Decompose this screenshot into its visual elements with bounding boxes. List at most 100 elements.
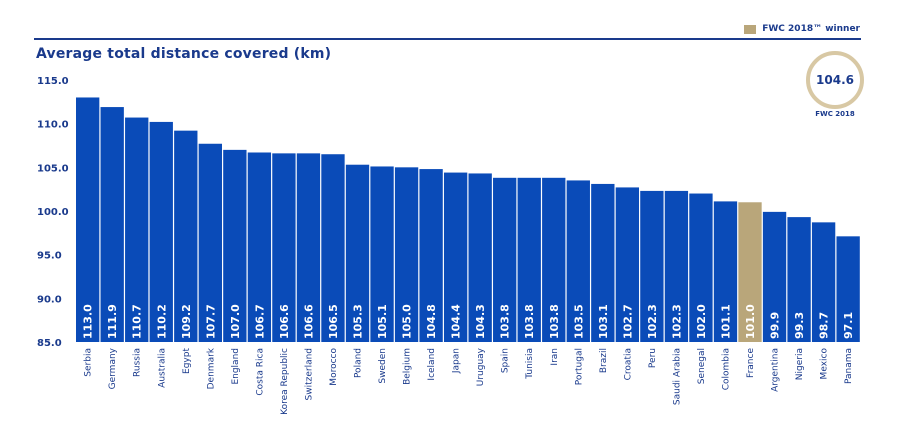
bar-nigeria [787,217,811,342]
x-tick-label: Senegal [697,348,707,384]
top-rule [34,38,861,40]
bar-panama [836,236,860,342]
x-tick-label: Peru [648,348,658,368]
legend: FWC 2018™ winner [744,24,860,34]
bar-uruguay [468,173,492,342]
bar-value-label: 110.2 [155,304,168,339]
x-tick-label: Korea Republic [280,348,290,415]
bar-value-label: 97.1 [842,312,855,339]
x-tick-label: Saudi Arabia [672,348,682,405]
bar-belgium [394,167,419,342]
x-tick-label: Tunisia [525,348,535,380]
x-tick-label: Portugal [574,348,584,385]
x-tick-label: Germany [108,347,118,389]
bar-value-label: 101.0 [744,304,757,339]
x-tick-label: Switzerland [304,348,314,401]
bar-value-label: 111.9 [106,304,119,339]
bar-colombia [713,201,738,342]
bar-morocco [321,154,345,342]
bar-value-label: 99.9 [769,312,782,339]
y-tick-label: 100.0 [37,207,69,218]
bar-value-label: 103.8 [523,304,536,339]
x-tick-label: Brazil [599,348,609,373]
bar-senegal [689,193,713,342]
bar-croatia [615,187,640,342]
x-tick-label: Belgium [403,348,413,385]
bar-value-label: 104.3 [474,304,487,339]
x-tick-label: Australia [157,348,167,388]
x-tick-label: Russia [133,348,143,377]
bar-saudi-arabia [664,190,689,342]
x-tick-label: Colombia [721,348,731,390]
bar-germany [100,107,124,342]
bar-value-label: 102.7 [621,304,634,339]
x-tick-label: Egypt [182,348,192,374]
bar-serbia [76,97,100,342]
bar-iceland [419,169,443,342]
y-tick-label: 95.0 [37,251,62,262]
bar-value-label: 102.0 [695,304,708,339]
bar-value-label: 106.5 [327,304,340,339]
bar-value-label: 102.3 [646,304,659,339]
x-tick-label: France [746,348,756,378]
bar-value-label: 103.1 [597,304,610,339]
bar-value-label: 102.3 [670,304,683,339]
x-tick-label: Sweden [378,348,388,384]
bar-russia [125,117,149,342]
x-tick-label: Panama [844,348,854,384]
x-tick-label: Iran [550,348,560,366]
bar-value-label: 104.4 [450,304,463,339]
average-badge: 104.6 [806,51,864,109]
x-tick-label: Morocco [329,348,339,386]
y-tick-label: 115.0 [37,76,69,87]
x-tick-label: Japan [452,348,462,374]
bar-value-label: 109.2 [180,304,193,339]
bar-egypt [174,130,198,342]
bar-value-label: 105.1 [376,304,389,339]
bar-value-label: 105.0 [401,304,414,339]
bar-costa-rica [247,152,272,342]
bar-value-label: 113.0 [82,304,95,339]
bar-switzerland [296,153,321,342]
y-tick-label: 110.0 [37,120,69,131]
bar-sweden [370,166,394,342]
legend-swatch [744,24,757,34]
bar-england [223,149,247,342]
chart-title: Average total distance covered (km) [36,46,332,62]
bar-iran [542,177,566,342]
y-tick-label: 90.0 [37,294,62,305]
bar-australia [149,121,173,342]
x-tick-label: Costa Rica [255,348,265,396]
bar-brazil [591,183,615,342]
bar-argentina [762,211,787,342]
x-tick-label: England [231,348,241,385]
bar-value-label: 99.3 [793,312,806,339]
x-tick-label: Poland [354,348,364,378]
bar-japan [443,172,468,342]
bar-value-label: 110.7 [131,304,144,339]
bar-value-label: 104.8 [425,304,438,339]
bar-tunisia [517,177,541,342]
y-tick-label: 85.0 [37,338,62,349]
bar-france [738,202,762,342]
x-tick-label: Argentina [771,348,781,392]
x-tick-label: Spain [501,348,511,373]
legend-label: FWC 2018™ winner [762,24,860,34]
y-tick-label: 105.0 [37,163,69,174]
bar-poland [345,164,370,342]
bar-mexico [811,222,836,342]
x-tick-label: Uruguay [476,347,486,386]
x-tick-label: Nigeria [795,348,805,380]
bar-value-label: 107.7 [204,304,217,339]
bar-value-label: 101.1 [719,304,732,339]
bar-peru [640,190,664,342]
bar-korea-republic [272,153,296,342]
x-tick-label: Croatia [623,348,633,380]
x-tick-label: Serbia [84,348,94,377]
average-badge-value: 104.6 [816,73,854,87]
average-badge-caption: FWC 2018 [815,110,855,118]
bar-value-label: 106.6 [302,304,315,339]
bar-value-label: 98.7 [818,312,831,339]
x-tick-label: Iceland [427,348,437,381]
